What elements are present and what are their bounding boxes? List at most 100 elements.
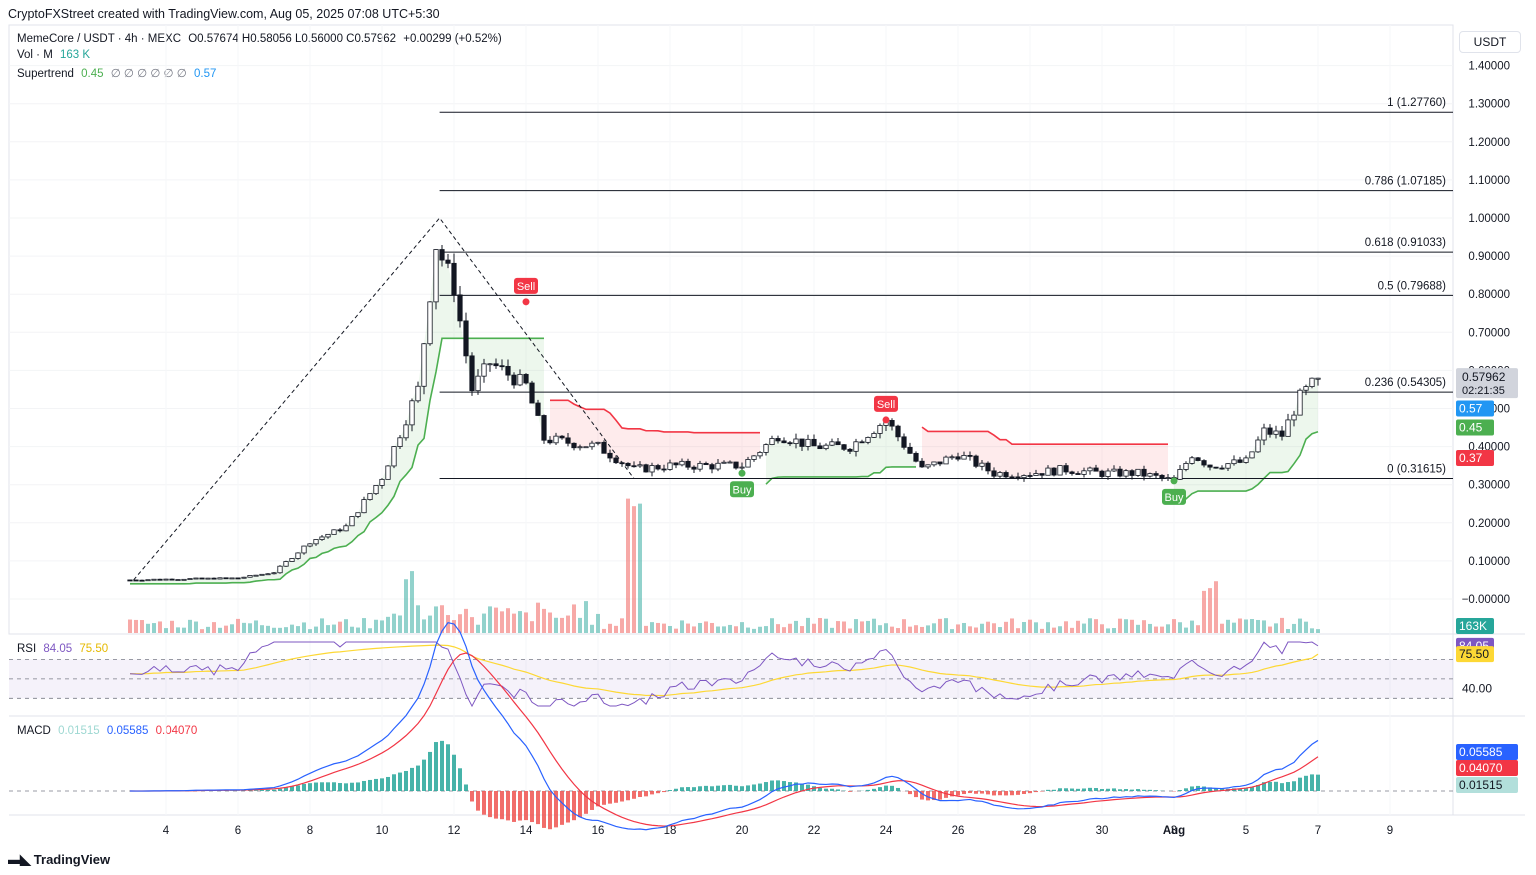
- candle-body: [229, 577, 235, 580]
- candle-body: [571, 442, 577, 449]
- candle-body: [877, 425, 883, 434]
- candle-body: [709, 464, 715, 470]
- candle-body: [1045, 467, 1051, 476]
- volume-bar: [782, 627, 786, 633]
- macd-histogram-bar: [650, 791, 654, 795]
- candle-body: [1285, 419, 1291, 437]
- macd-histogram-bar: [524, 791, 528, 821]
- supertrend-green-tag: 0.45: [1459, 421, 1483, 435]
- volume-bar: [422, 619, 426, 633]
- macd-histogram-bar: [896, 787, 900, 791]
- time-tick-label: 8: [307, 825, 313, 837]
- price-tick-label: 1.40000: [1468, 61, 1510, 73]
- macd-label[interactable]: MACD: [17, 725, 51, 737]
- rsi-value: 84.05: [43, 643, 73, 655]
- volume-bar: [770, 618, 774, 633]
- volume-bar: [524, 612, 528, 633]
- candle-body: [583, 446, 589, 449]
- supertrend-line: [550, 399, 760, 434]
- candle-body: [343, 525, 349, 532]
- macd-histogram-bar: [728, 784, 732, 791]
- macd-histogram-bar: [680, 787, 684, 791]
- candle-body: [1069, 471, 1075, 474]
- currency-button[interactable]: USDT: [1459, 31, 1521, 53]
- candle-body: [145, 579, 151, 582]
- volume-bar: [1232, 622, 1236, 633]
- macd-histogram-bar: [1256, 784, 1260, 791]
- macd-histogram-bar: [1262, 782, 1266, 791]
- macd-histogram-bar: [434, 742, 438, 791]
- candle-body: [1297, 389, 1303, 416]
- macd-histogram-bar: [1238, 788, 1242, 791]
- macd-histogram-bar: [350, 782, 354, 791]
- macd-histogram-bar: [1268, 781, 1272, 791]
- macd-histogram-bar: [1154, 790, 1158, 791]
- macd-histogram-bar: [950, 791, 954, 797]
- macd-histogram-bar: [1004, 791, 1008, 796]
- volume-bar: [632, 506, 636, 633]
- candle-body: [577, 446, 583, 449]
- candle-body: [805, 438, 811, 447]
- tradingview-logo[interactable]: ▬◣ TradingView: [8, 851, 110, 868]
- rsi-ma-tag: 75.50: [1459, 647, 1489, 661]
- candle-body: [241, 576, 247, 579]
- macd-histogram-bar: [1190, 786, 1194, 791]
- rsi-label[interactable]: RSI: [17, 643, 37, 655]
- volume-bar: [1040, 628, 1044, 633]
- volume-bar: [266, 625, 270, 633]
- time-tick-label: Aug: [1163, 825, 1185, 837]
- volume-bar: [326, 625, 330, 633]
- candle-body: [157, 578, 163, 581]
- candle-body: [463, 320, 469, 357]
- macd-histogram-bar: [422, 759, 426, 791]
- volume-bar: [734, 626, 738, 633]
- volume-bar: [362, 618, 366, 633]
- volume-bar: [254, 620, 258, 633]
- macd-histogram-bar: [578, 791, 582, 818]
- macd-histogram-bar: [836, 789, 840, 791]
- candle-body: [1057, 465, 1063, 476]
- macd-histogram-bar: [878, 787, 882, 791]
- macd-histogram-bar: [542, 791, 546, 828]
- volume-label[interactable]: Vol · M: [17, 49, 53, 61]
- volume-bar: [542, 608, 546, 633]
- volume-bar: [128, 619, 132, 633]
- candle-body: [859, 441, 865, 444]
- volume-bar: [446, 615, 450, 633]
- candle-body: [415, 385, 421, 402]
- candle-body: [487, 363, 493, 366]
- volume-bar: [848, 628, 852, 633]
- candle-body: [1261, 427, 1267, 441]
- candle-body: [457, 294, 463, 322]
- volume-bar: [758, 626, 762, 633]
- volume-bar: [878, 625, 882, 633]
- volume-bar: [602, 628, 606, 633]
- macd-histogram-bar: [938, 791, 942, 800]
- supertrend-label[interactable]: Supertrend: [17, 68, 74, 80]
- time-tick-label: 30: [1096, 825, 1109, 837]
- volume-bar: [518, 611, 522, 633]
- volume-bar: [1124, 619, 1128, 633]
- volume-bar: [1016, 628, 1020, 633]
- symbol-name[interactable]: MemeCore / USDT · 4h · MEXC: [17, 33, 182, 45]
- fib-level-label: 0.618 (0.91033): [1365, 237, 1446, 249]
- volume-bar: [560, 617, 564, 633]
- candle-body: [715, 462, 721, 470]
- candle-body: [979, 462, 985, 467]
- supertrend-red-tag: 0.37: [1459, 451, 1483, 465]
- volume-bar: [692, 626, 696, 633]
- candle-body: [1159, 474, 1165, 479]
- volume-bar: [1136, 624, 1140, 633]
- macd-histogram-bar: [530, 791, 534, 823]
- volume-bar: [296, 626, 300, 633]
- signal-dot: [882, 416, 890, 424]
- candle-body: [283, 561, 289, 567]
- signal-badge: [874, 395, 898, 412]
- candle-body: [1273, 430, 1279, 435]
- volume-bar: [278, 627, 282, 633]
- candle-body: [787, 442, 793, 445]
- time-tick-label: 3: [1171, 825, 1177, 837]
- volume-bar: [530, 621, 534, 633]
- price-tick-label: 0.10000: [1468, 556, 1510, 568]
